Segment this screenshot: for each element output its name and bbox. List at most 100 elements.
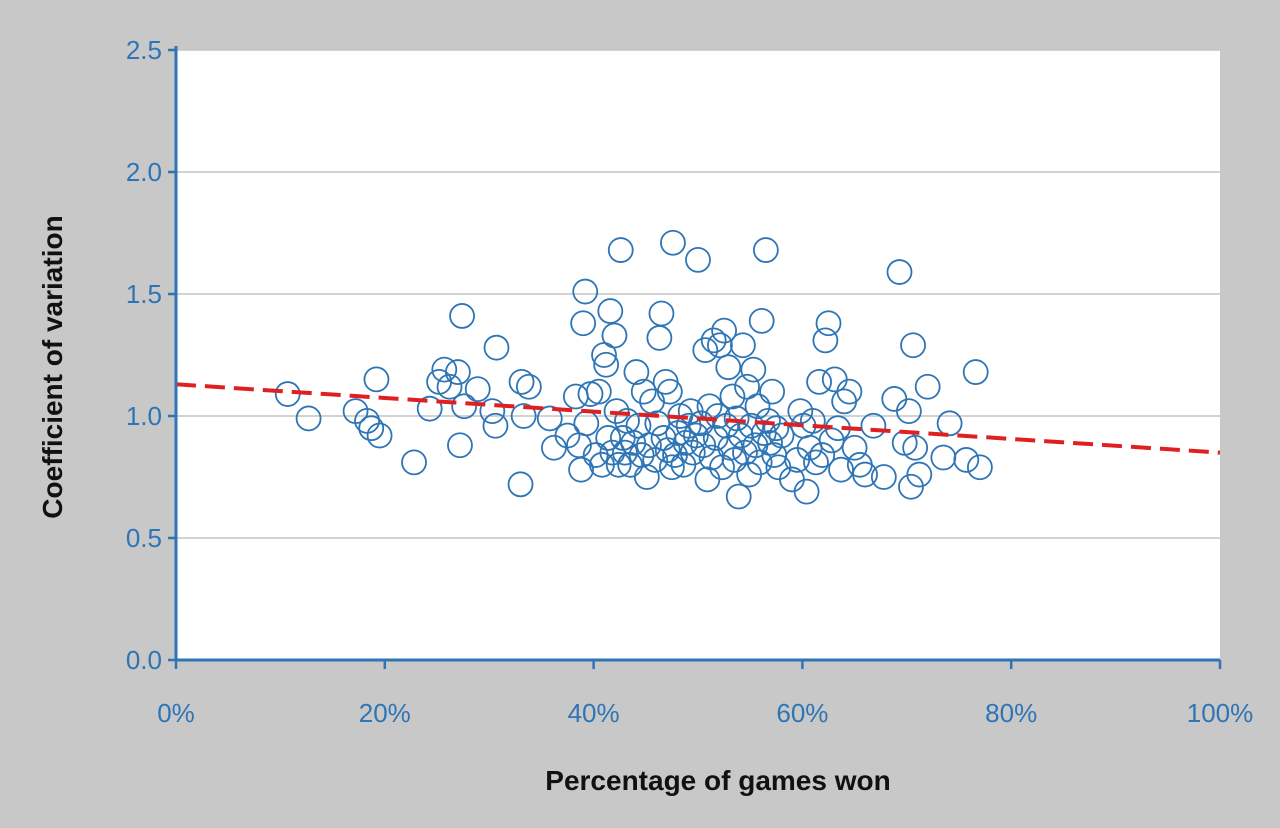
data-point bbox=[630, 378, 657, 405]
data-point bbox=[900, 332, 926, 359]
data-point bbox=[295, 405, 322, 432]
data-point bbox=[416, 395, 443, 422]
data-point bbox=[451, 393, 478, 420]
data-point bbox=[688, 410, 715, 437]
data-point bbox=[401, 449, 427, 476]
data-point bbox=[464, 376, 491, 403]
data-point bbox=[593, 351, 620, 378]
data-point bbox=[707, 332, 733, 359]
data-point bbox=[597, 298, 624, 324]
data-point bbox=[809, 442, 836, 468]
x-tick-label: 40% bbox=[568, 698, 620, 728]
y-tick-label: 2.5 bbox=[126, 35, 162, 65]
data-point bbox=[803, 449, 829, 476]
x-tick-label: 100% bbox=[1187, 698, 1254, 728]
data-point bbox=[603, 398, 630, 425]
data-point bbox=[799, 407, 826, 434]
data-point bbox=[806, 368, 833, 395]
data-point bbox=[719, 383, 746, 410]
data-point bbox=[768, 422, 795, 449]
trendline-group bbox=[175, 382, 1221, 455]
y-tick-label: 1.0 bbox=[126, 401, 162, 431]
data-point bbox=[953, 447, 980, 473]
data-point bbox=[902, 434, 929, 461]
data-point bbox=[363, 366, 390, 393]
x-tick-label: 60% bbox=[776, 698, 828, 728]
data-point bbox=[636, 432, 662, 459]
data-point bbox=[936, 410, 963, 437]
data-point bbox=[605, 451, 632, 478]
data-point bbox=[793, 478, 820, 505]
y-axis-title: Coefficient of variation bbox=[37, 215, 68, 518]
data-point bbox=[447, 432, 473, 459]
x-tick-label: 0% bbox=[157, 698, 195, 728]
data-point bbox=[510, 403, 537, 429]
data-point bbox=[748, 307, 775, 334]
data-point bbox=[906, 461, 933, 488]
data-point bbox=[711, 317, 737, 344]
data-point bbox=[431, 356, 458, 383]
data-point bbox=[914, 373, 941, 400]
data-point bbox=[841, 434, 868, 461]
data-point bbox=[836, 378, 863, 405]
y-tick-label: 1.5 bbox=[126, 279, 162, 309]
data-point bbox=[962, 359, 989, 385]
data-point bbox=[692, 337, 719, 364]
data-point bbox=[744, 393, 771, 420]
data-point bbox=[644, 410, 671, 437]
data-point bbox=[759, 378, 786, 405]
data-point bbox=[595, 425, 622, 451]
data-point bbox=[449, 303, 475, 329]
axes bbox=[168, 46, 1222, 669]
y-tick-label: 0.0 bbox=[126, 645, 162, 675]
data-point bbox=[704, 403, 731, 429]
data-point bbox=[515, 373, 542, 400]
data-point bbox=[483, 334, 510, 361]
data-point bbox=[436, 373, 463, 400]
data-point bbox=[633, 464, 660, 490]
y-tick-label: 2.0 bbox=[126, 157, 162, 187]
data-point bbox=[366, 422, 393, 449]
data-point bbox=[656, 378, 683, 405]
data-point bbox=[675, 412, 702, 439]
tick-labels: 0.0 0.5 1.0 1.5 2.0 2.5 0% 20% 40% 60% 80% 100% bbox=[126, 35, 1253, 728]
gridlines bbox=[176, 49, 1220, 539]
data-point bbox=[601, 322, 628, 349]
data-point bbox=[507, 471, 534, 498]
data-point bbox=[729, 332, 756, 359]
data-point bbox=[895, 398, 922, 425]
data-point bbox=[623, 359, 650, 385]
data-point bbox=[585, 378, 612, 405]
data-point bbox=[812, 327, 839, 354]
data-point bbox=[568, 456, 594, 483]
data-point bbox=[870, 464, 897, 490]
data-point bbox=[648, 300, 675, 327]
data-point bbox=[966, 454, 993, 481]
data-point bbox=[683, 422, 709, 449]
data-point bbox=[860, 412, 887, 439]
data-point bbox=[570, 310, 597, 337]
data-point bbox=[763, 415, 790, 442]
data-point bbox=[482, 412, 509, 439]
data-point bbox=[852, 461, 878, 488]
x-axis-title: Percentage of games won bbox=[545, 765, 890, 796]
data-point bbox=[815, 310, 842, 337]
y-tick-label: 0.5 bbox=[126, 523, 162, 553]
data-point bbox=[715, 354, 742, 381]
data-point bbox=[508, 368, 535, 395]
data-point bbox=[536, 405, 563, 432]
plot-area bbox=[176, 50, 1220, 660]
data-point bbox=[723, 405, 750, 432]
data-point bbox=[828, 456, 854, 483]
data-point bbox=[752, 237, 779, 263]
data-point bbox=[612, 439, 638, 466]
data-point bbox=[479, 398, 506, 425]
data-point bbox=[607, 237, 634, 263]
data-point bbox=[599, 439, 626, 466]
trendline bbox=[175, 382, 1221, 455]
data-point bbox=[700, 327, 727, 354]
data-point bbox=[444, 359, 471, 385]
data-point bbox=[572, 278, 599, 305]
